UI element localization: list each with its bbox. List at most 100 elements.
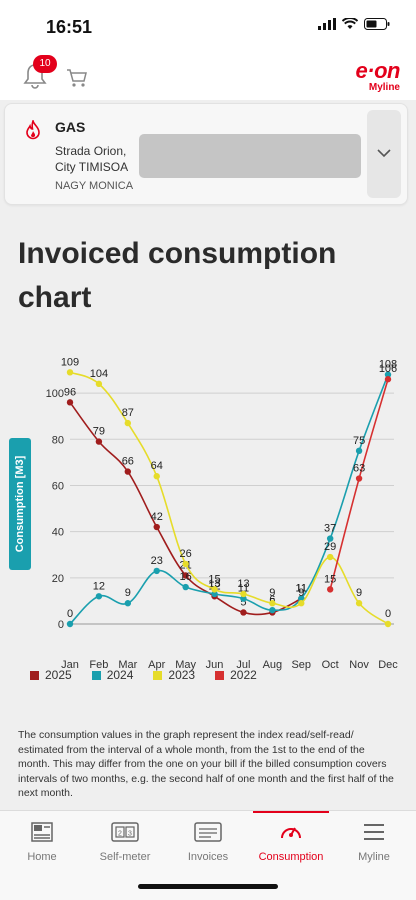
legend-swatch	[153, 670, 163, 680]
address-city: City TIMISOA	[55, 160, 129, 174]
tab-label: Self-meter	[99, 851, 151, 863]
data-point-2023	[182, 560, 189, 568]
home-icon	[31, 822, 53, 842]
account-selector[interactable]: GAS Strada Orion, City TIMISOA NAGY MONI…	[4, 103, 408, 205]
data-point-2024	[95, 593, 103, 600]
legend-swatch	[215, 670, 225, 680]
legend-item-2022[interactable]: 2022	[215, 668, 257, 682]
status-bar: 16:51	[0, 0, 416, 50]
cart-icon[interactable]	[66, 68, 88, 88]
x-tick-label: Mar	[118, 659, 137, 671]
signal-icon	[318, 18, 336, 30]
data-point-2023	[95, 380, 103, 388]
data-label-2024: 11	[296, 583, 307, 595]
tab-myline[interactable]: Myline	[334, 811, 414, 871]
utility-type: GAS	[55, 119, 86, 135]
x-tick-label: Aug	[263, 659, 283, 671]
notification-badge: 10	[33, 55, 57, 73]
data-point-2025	[66, 399, 74, 406]
data-label-2024: 108	[379, 359, 397, 371]
series-line-2022	[329, 379, 389, 590]
data-point-2025	[182, 572, 189, 579]
tab-label: Invoices	[187, 851, 229, 863]
legend-item-2023[interactable]: 2023	[153, 668, 195, 682]
data-point-2024	[355, 447, 363, 455]
wifi-icon	[342, 18, 358, 29]
data-label-2023: 26	[180, 548, 192, 560]
tab-label: Home	[27, 851, 57, 863]
data-label-2023: 13	[237, 578, 249, 590]
legend-swatch	[30, 670, 39, 680]
data-label-2024: 11	[238, 583, 249, 595]
data-label-2023: 87	[122, 407, 134, 419]
redacted-block	[139, 134, 361, 178]
legend-label: 2025	[45, 668, 72, 682]
legend-swatch	[91, 670, 101, 680]
data-point-2023	[298, 600, 305, 607]
data-point-2024	[326, 535, 334, 542]
data-label-2025: 42	[151, 511, 163, 523]
data-label-2023: 9	[356, 587, 362, 599]
x-tick-label: May	[175, 659, 196, 671]
series-line-2023	[69, 371, 389, 625]
flame-icon	[26, 120, 40, 140]
chart-note: The consumption values in the graph repr…	[18, 729, 394, 799]
data-label-2022: 106	[379, 363, 397, 375]
data-label-2023: 109	[61, 356, 79, 368]
tab-home[interactable]: Home	[2, 811, 82, 871]
x-tick-label: Oct	[322, 659, 339, 671]
page-title: Invoiced consumption chart	[18, 237, 337, 314]
x-tick-label: Apr	[148, 659, 165, 671]
battery-icon	[364, 18, 390, 30]
data-label-2023: 0	[385, 608, 391, 620]
svg-text:2: 2	[118, 831, 122, 838]
data-label-2023: 64	[151, 460, 163, 472]
data-point-2023	[384, 620, 392, 628]
consumption-chart: 0 20 40 60 80 100 Jan Feb Mar Apr May Jun Jul Aug Sep O…	[46, 356, 399, 671]
legend-item-2024[interactable]: 2024	[91, 668, 133, 682]
data-point-2025	[240, 609, 247, 616]
data-point-2023	[269, 600, 276, 607]
data-label-2024: 75	[353, 435, 365, 447]
data-label-2023: 9	[269, 587, 275, 599]
invoice-icon	[194, 822, 222, 842]
legend-label: 2023	[168, 668, 196, 682]
data-label-2024: 9	[125, 587, 131, 599]
svg-text:3: 3	[128, 831, 132, 838]
y-tick-label: 80	[52, 434, 64, 446]
account-dropdown-button[interactable]	[367, 110, 401, 198]
data-label-2025: 79	[93, 426, 105, 438]
data-point-2023	[153, 473, 160, 480]
y-tick-label: 100	[46, 388, 64, 400]
tab-label: Myline	[358, 851, 390, 863]
data-label-2024: 12	[93, 580, 105, 592]
data-point-2024	[384, 371, 392, 378]
data-label-2024: 23	[151, 555, 163, 567]
tab-invoices[interactable]: Invoices	[168, 811, 248, 871]
data-label-2025: 66	[122, 456, 134, 468]
legend-item-2025[interactable]: 2025	[30, 668, 72, 682]
data-point-2024	[298, 595, 305, 602]
legend-label: 2022	[230, 668, 257, 682]
x-tick-label: Feb	[89, 659, 108, 671]
data-point-2023	[326, 553, 334, 561]
logo-wordmark: e·on	[355, 58, 401, 83]
x-tick-label: Dec	[378, 659, 398, 671]
app-header: 10 e·on Myline	[0, 50, 416, 100]
tab-consumption[interactable]: Consumption	[251, 811, 331, 871]
tab-label: Consumption	[258, 851, 324, 863]
data-point-2025	[124, 468, 132, 475]
data-point-2023	[240, 590, 247, 598]
data-label-2024: 13	[208, 578, 220, 590]
data-label-2025: 5	[240, 596, 246, 608]
chevron-down-icon	[377, 149, 391, 158]
menu-icon	[364, 824, 384, 840]
data-label-2024: 16	[180, 571, 192, 583]
gauge-icon	[281, 827, 301, 839]
data-label-2024: 37	[324, 523, 336, 535]
data-label-2025: 96	[64, 386, 76, 398]
data-label-2023: 104	[90, 368, 108, 380]
